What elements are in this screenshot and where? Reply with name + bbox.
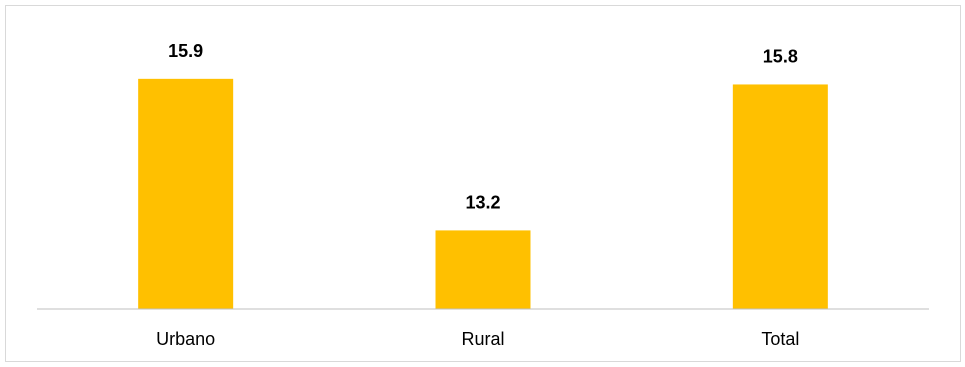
data-labels-group: 15.9 13.2 15.8: [168, 41, 798, 213]
x-tick-label-rural: Rural: [461, 329, 504, 349]
x-tick-labels-group: Urbano Rural Total: [156, 329, 799, 349]
bars-group: [138, 78, 828, 309]
bar-total: [732, 84, 828, 309]
bar-rural: [435, 230, 531, 309]
data-label-total: 15.8: [763, 46, 798, 66]
bar-urbano: [138, 78, 234, 309]
data-label-urbano: 15.9: [168, 41, 203, 61]
x-tick-label-total: Total: [761, 329, 799, 349]
x-tick-label-urbano: Urbano: [156, 329, 215, 349]
data-label-rural: 13.2: [465, 192, 500, 212]
